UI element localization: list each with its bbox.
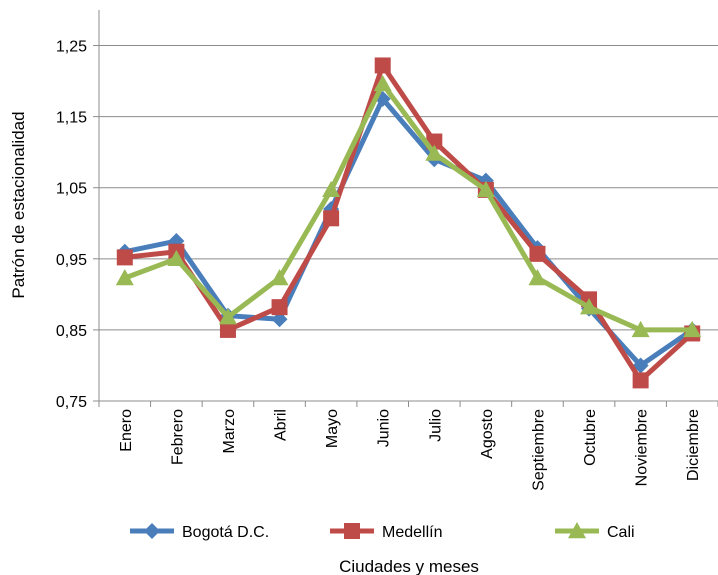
y-tick-labels: 0,75 0,85 0,95 1,05 1,15 1,25 bbox=[56, 39, 87, 411]
data-point bbox=[271, 299, 288, 316]
series-1 bbox=[116, 57, 701, 389]
series-line bbox=[124, 96, 694, 368]
data-point bbox=[167, 249, 186, 267]
data-point bbox=[374, 57, 391, 74]
data-point bbox=[322, 180, 341, 198]
series-line bbox=[123, 81, 693, 333]
data-point bbox=[631, 320, 650, 338]
legend-marker bbox=[344, 523, 360, 539]
data-point bbox=[116, 249, 133, 266]
legend-label: Medellín bbox=[382, 524, 442, 541]
y-tick-label: 1,25 bbox=[56, 39, 87, 56]
x-tick-label: Julio bbox=[427, 409, 444, 442]
x-tick-label: Mayo bbox=[324, 409, 341, 448]
data-point bbox=[425, 144, 444, 161]
data-point bbox=[115, 269, 134, 286]
y-axis-title: Patrón de estacionalidad bbox=[9, 111, 28, 298]
y-tick-label: 0,75 bbox=[56, 394, 87, 411]
legend-item: Medellín bbox=[330, 523, 442, 541]
data-point bbox=[683, 320, 702, 338]
series-2 bbox=[115, 74, 702, 338]
x-axis-title: Ciudades y meses bbox=[339, 557, 479, 575]
x-tick-label: Agosto bbox=[479, 409, 496, 459]
series-0 bbox=[116, 90, 701, 374]
x-tick-label: Noviembre bbox=[634, 409, 651, 486]
data-point bbox=[476, 180, 495, 198]
data-point bbox=[529, 245, 546, 262]
data-point bbox=[270, 269, 289, 286]
x-tick-label: Abril bbox=[273, 409, 290, 441]
legend-marker bbox=[144, 523, 160, 539]
x-tick-label: Diciembre bbox=[685, 409, 702, 481]
x-tick-label: Septiembre bbox=[530, 409, 547, 491]
y-tick-label: 1,15 bbox=[56, 110, 87, 127]
legend-item: Bogotá D.C. bbox=[130, 523, 269, 541]
x-tick-label: Marzo bbox=[221, 409, 238, 454]
legend-marker bbox=[568, 522, 586, 539]
x-tick-label: Febrero bbox=[169, 409, 186, 465]
y-tick-label: 1,05 bbox=[56, 181, 87, 198]
x-tick-label: Enero bbox=[118, 409, 135, 452]
x-tick-label: Octubre bbox=[582, 409, 599, 466]
series-line bbox=[124, 62, 694, 383]
legend: Bogotá D.C. Medellín Cali bbox=[130, 522, 635, 541]
data-point bbox=[632, 372, 649, 389]
data-point bbox=[373, 74, 392, 92]
data-point bbox=[219, 321, 236, 338]
series-lines bbox=[115, 57, 702, 389]
data-point bbox=[323, 210, 340, 227]
gridlines bbox=[93, 45, 718, 402]
data-point bbox=[218, 308, 237, 325]
data-point bbox=[580, 298, 599, 315]
data-point bbox=[271, 311, 288, 328]
legend-label: Bogotá D.C. bbox=[182, 524, 269, 541]
legend-label: Cali bbox=[607, 524, 635, 541]
x-tick-labels: Enero Febrero Marzo Abril Mayo Junio Julio Agos… bbox=[118, 409, 702, 491]
legend-item: Cali bbox=[555, 522, 635, 541]
axes bbox=[98, 10, 718, 407]
y-tick-label: 0,85 bbox=[56, 323, 87, 340]
data-point bbox=[528, 269, 547, 286]
y-tick-label: 0,95 bbox=[56, 252, 87, 269]
x-tick-label: Junio bbox=[376, 409, 393, 447]
